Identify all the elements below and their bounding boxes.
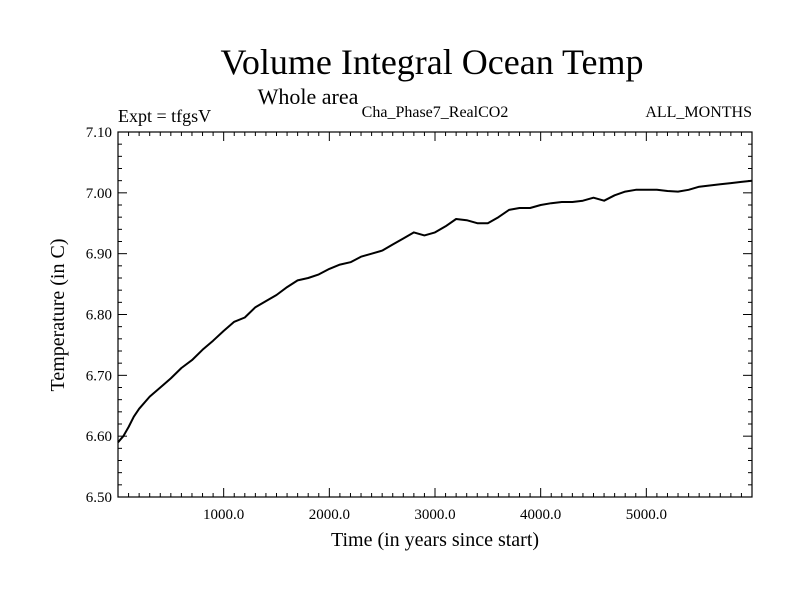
x-tick-label: 5000.0 bbox=[626, 507, 667, 523]
plot-frame bbox=[117, 131, 753, 498]
y-tick-label: 7.00 bbox=[86, 186, 112, 202]
y-tick-label: 6.90 bbox=[86, 247, 112, 263]
x-axis-label: Time (in years since start) bbox=[331, 529, 539, 551]
x-tick-label: 3000.0 bbox=[414, 507, 455, 523]
plot-area: 1000.0 2000.0 3000.0 4000.0 5000.0 6.50 6.60 6.… bbox=[86, 125, 753, 523]
x-tick-label: 4000.0 bbox=[520, 507, 561, 523]
chart-title: Volume Integral Ocean Temp bbox=[220, 42, 643, 82]
y-tick-label: 6.80 bbox=[86, 308, 112, 324]
annotation-experiment: Expt = tfgsV bbox=[118, 106, 211, 126]
annotation-run: Cha_Phase7_RealCO2 bbox=[362, 104, 509, 121]
annotation-months: ALL_MONTHS bbox=[645, 104, 752, 121]
series-line bbox=[117, 179, 753, 443]
y-axis-label: Temperature (in C) bbox=[47, 239, 69, 392]
x-tick-label: 1000.0 bbox=[203, 507, 244, 523]
chart-subtitle: Whole area bbox=[258, 84, 359, 109]
x-tick-label: 2000.0 bbox=[309, 507, 350, 523]
y-tick-label: 6.50 bbox=[86, 490, 112, 506]
y-tick-label: 6.60 bbox=[86, 429, 112, 445]
y-tick-label: 7.10 bbox=[86, 125, 112, 141]
y-tick-label: 6.70 bbox=[86, 368, 112, 384]
